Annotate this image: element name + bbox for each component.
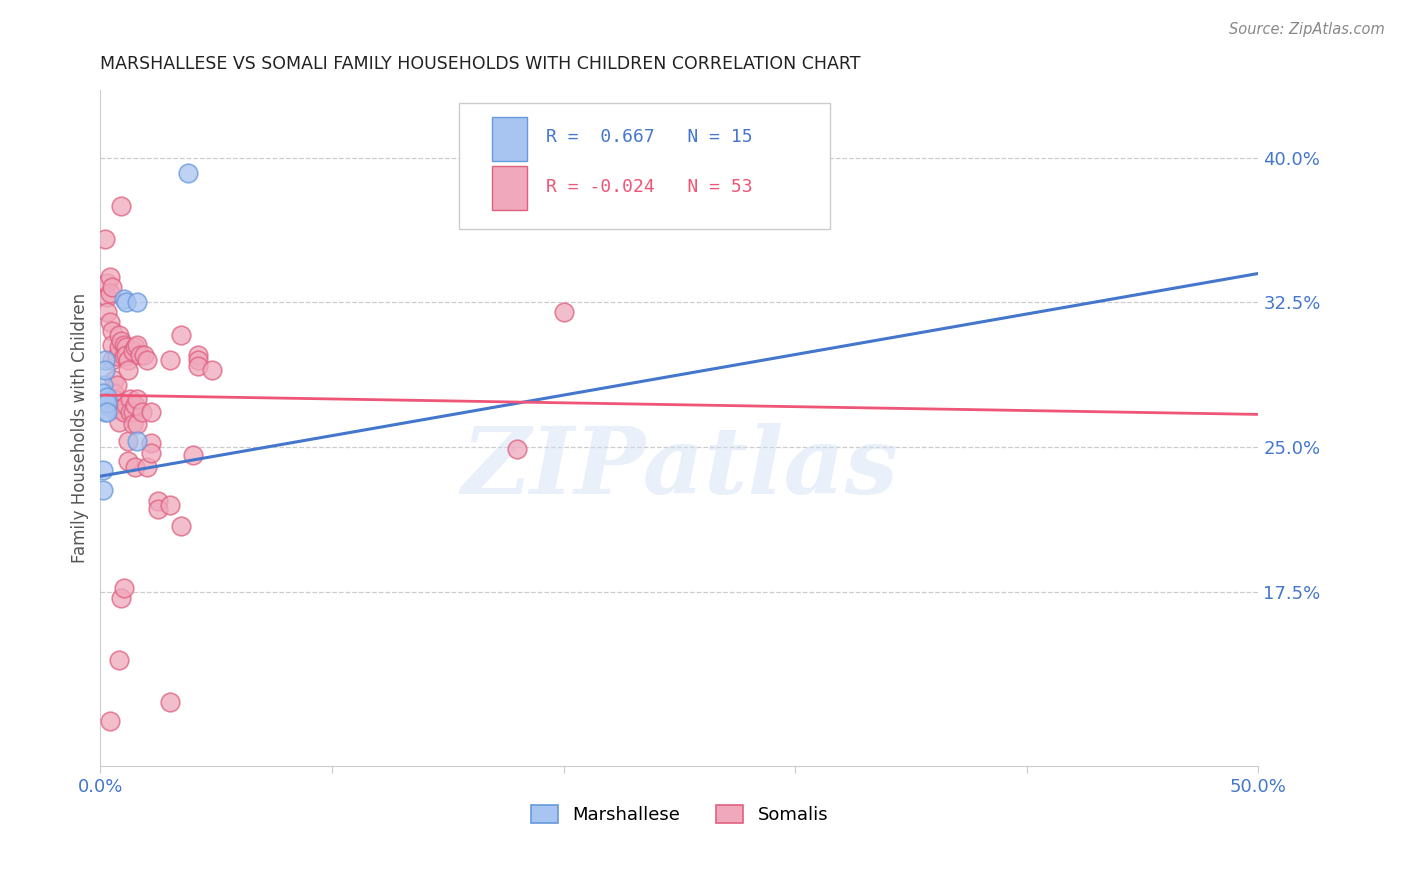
Point xyxy=(105,378,128,392)
Point xyxy=(114,398,136,412)
Point xyxy=(94,405,117,419)
Point xyxy=(101,338,124,352)
Y-axis label: Family Households with Children: Family Households with Children xyxy=(72,293,89,563)
Point xyxy=(108,653,131,667)
Point xyxy=(120,392,142,406)
Point xyxy=(110,334,132,348)
Point xyxy=(110,199,132,213)
Point xyxy=(506,442,529,457)
Text: ZIPatlas: ZIPatlas xyxy=(461,424,898,514)
Point xyxy=(553,305,575,319)
Point xyxy=(187,353,209,368)
Point xyxy=(98,315,121,329)
Point xyxy=(177,166,200,180)
Point xyxy=(108,415,131,429)
Point xyxy=(108,328,131,343)
Point xyxy=(187,347,209,361)
Point xyxy=(117,353,139,368)
Point xyxy=(103,386,125,401)
Point xyxy=(128,347,150,361)
Point xyxy=(131,405,153,419)
Point xyxy=(200,363,222,377)
Point xyxy=(114,295,136,310)
Text: R =  0.667   N = 15: R = 0.667 N = 15 xyxy=(546,128,752,146)
Point xyxy=(96,405,118,419)
Point xyxy=(121,417,143,431)
Point xyxy=(108,401,131,416)
Point xyxy=(124,340,146,354)
Point xyxy=(96,396,118,410)
Point xyxy=(159,695,181,709)
Point xyxy=(98,714,121,729)
Point xyxy=(112,405,135,419)
Point xyxy=(98,270,121,285)
Point xyxy=(112,581,135,595)
Point xyxy=(127,338,149,352)
Point xyxy=(159,353,181,368)
Point xyxy=(120,405,142,419)
Point xyxy=(135,353,157,368)
Point xyxy=(117,454,139,468)
Point xyxy=(110,591,132,605)
Point xyxy=(127,434,149,449)
Point xyxy=(124,398,146,412)
Point xyxy=(170,328,193,343)
Point xyxy=(127,417,149,431)
Point xyxy=(112,338,135,352)
Point xyxy=(148,494,170,508)
Point xyxy=(170,519,193,533)
Point xyxy=(96,276,118,290)
Point xyxy=(121,405,143,419)
Point xyxy=(117,434,139,449)
FancyBboxPatch shape xyxy=(492,117,526,161)
Point xyxy=(187,359,209,373)
Point xyxy=(94,398,117,412)
Point xyxy=(141,436,163,450)
Point xyxy=(91,463,114,477)
Point xyxy=(112,292,135,306)
Point xyxy=(91,483,114,497)
Text: R = -0.024   N = 53: R = -0.024 N = 53 xyxy=(546,178,752,195)
Point xyxy=(103,392,125,406)
Point xyxy=(94,232,117,246)
Point xyxy=(103,373,125,387)
Point xyxy=(94,353,117,368)
Point xyxy=(134,347,156,361)
Point xyxy=(159,498,181,512)
Legend: Marshallese, Somalis: Marshallese, Somalis xyxy=(523,797,835,831)
Point xyxy=(181,448,204,462)
Point xyxy=(101,324,124,338)
Point xyxy=(101,280,124,294)
Point xyxy=(96,305,118,319)
Point xyxy=(105,350,128,364)
FancyBboxPatch shape xyxy=(492,166,526,211)
FancyBboxPatch shape xyxy=(460,103,830,228)
Point xyxy=(121,343,143,358)
Point xyxy=(96,390,118,404)
Point xyxy=(124,459,146,474)
Point xyxy=(98,285,121,300)
Point xyxy=(114,340,136,354)
Point xyxy=(91,386,114,401)
Text: Source: ZipAtlas.com: Source: ZipAtlas.com xyxy=(1229,22,1385,37)
Point xyxy=(141,405,163,419)
Point xyxy=(135,459,157,474)
Point xyxy=(114,347,136,361)
Point xyxy=(127,392,149,406)
Point xyxy=(148,502,170,516)
Point xyxy=(141,446,163,460)
Point xyxy=(127,295,149,310)
Point xyxy=(96,290,118,304)
Point xyxy=(103,401,125,416)
Point xyxy=(94,363,117,377)
Point xyxy=(101,353,124,368)
Point xyxy=(91,378,114,392)
Point xyxy=(112,350,135,364)
Point xyxy=(117,363,139,377)
Point xyxy=(108,340,131,354)
Text: MARSHALLESE VS SOMALI FAMILY HOUSEHOLDS WITH CHILDREN CORRELATION CHART: MARSHALLESE VS SOMALI FAMILY HOUSEHOLDS … xyxy=(100,55,860,73)
